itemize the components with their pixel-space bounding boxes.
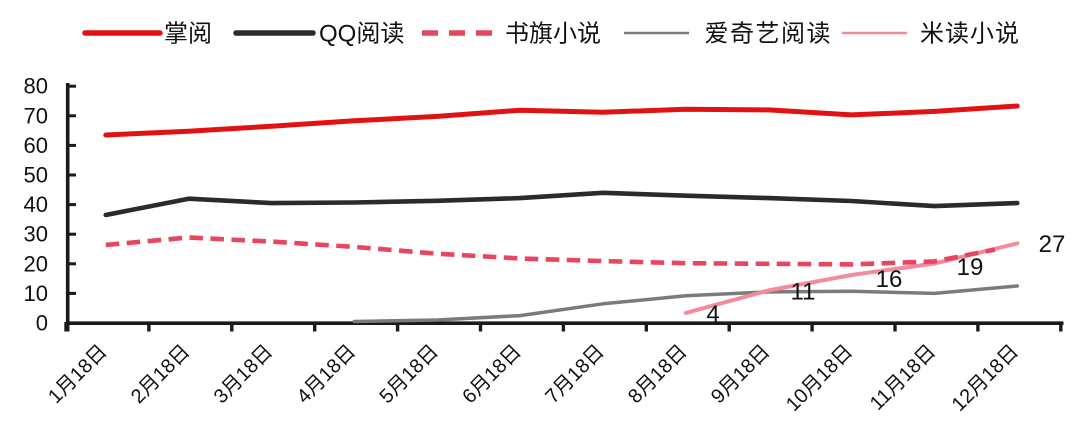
svg-text:40: 40 xyxy=(24,192,48,217)
svg-text:3月18日: 3月18日 xyxy=(210,341,277,408)
svg-text:11月18日: 11月18日 xyxy=(866,341,940,415)
svg-text:27: 27 xyxy=(1039,231,1066,258)
svg-text:米读小说: 米读小说 xyxy=(920,21,1020,48)
svg-text:1月18日: 1月18日 xyxy=(44,341,111,408)
svg-text:60: 60 xyxy=(24,133,48,158)
svg-text:2月18日: 2月18日 xyxy=(127,341,194,408)
svg-text:11: 11 xyxy=(791,279,816,306)
svg-text:12月18日: 12月18日 xyxy=(948,341,1023,416)
svg-text:爱奇艺阅读: 爱奇艺阅读 xyxy=(705,21,833,48)
svg-text:16: 16 xyxy=(876,266,903,293)
svg-text:8月18日: 8月18日 xyxy=(624,341,691,408)
svg-text:5月18日: 5月18日 xyxy=(376,341,443,408)
svg-text:10月18日: 10月18日 xyxy=(782,341,857,416)
svg-text:4月18日: 4月18日 xyxy=(293,341,360,408)
svg-text:0: 0 xyxy=(36,311,48,336)
svg-text:QQ阅读: QQ阅读 xyxy=(319,21,404,48)
svg-text:9月18日: 9月18日 xyxy=(707,341,774,408)
svg-text:10: 10 xyxy=(24,281,48,306)
svg-text:80: 80 xyxy=(24,74,48,99)
svg-text:书旗小说: 书旗小说 xyxy=(505,21,601,48)
svg-text:6月18日: 6月18日 xyxy=(458,341,525,408)
svg-text:20: 20 xyxy=(24,251,48,276)
svg-text:70: 70 xyxy=(24,103,48,128)
svg-text:4: 4 xyxy=(706,301,719,328)
svg-text:19: 19 xyxy=(957,254,984,281)
svg-text:50: 50 xyxy=(24,163,48,188)
svg-text:7月18日: 7月18日 xyxy=(541,341,608,408)
svg-text:掌阅: 掌阅 xyxy=(164,21,212,48)
svg-text:30: 30 xyxy=(24,222,48,247)
